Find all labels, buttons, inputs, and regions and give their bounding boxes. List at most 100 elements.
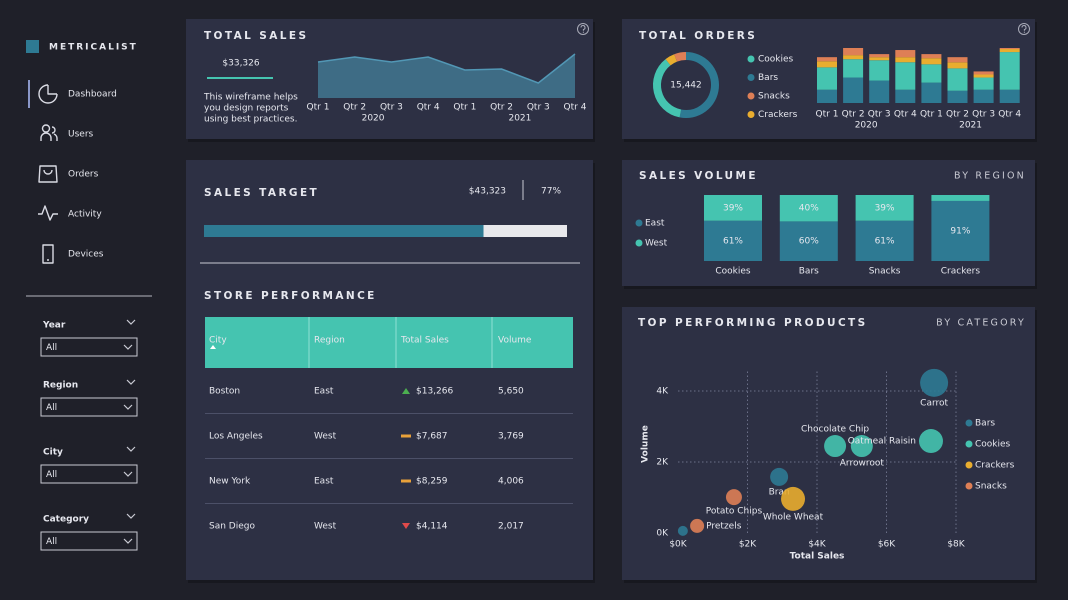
help-icon[interactable]: [577, 23, 589, 35]
filter-dropdown[interactable]: [40, 397, 138, 417]
card-title: STORE PERFORMANCE: [204, 290, 377, 302]
bubble: [850, 435, 873, 458]
filter-dropdown[interactable]: [40, 464, 138, 484]
bar-segment: [843, 48, 864, 56]
bar-segment: [779, 195, 838, 222]
data-label: 40%: [799, 204, 819, 214]
bar-segment: [855, 195, 914, 221]
filter-dropdown[interactable]: [40, 531, 138, 551]
legend-swatch: [635, 239, 643, 247]
point-label: Oatmeal Raisin: [848, 437, 916, 447]
target-amount: $43,323: [469, 187, 506, 197]
card-description: This wireframe helps: [203, 93, 298, 103]
nav-icon[interactable]: [40, 124, 58, 141]
column-header[interactable]: Region: [314, 336, 345, 346]
legend-swatch: [747, 55, 755, 63]
nav-item[interactable]: Dashboard: [68, 90, 117, 100]
brand-logo: [26, 40, 39, 53]
bubble: [690, 518, 705, 533]
x-tick-label: Qtr 4: [998, 110, 1021, 120]
column-header[interactable]: Total Sales: [400, 336, 449, 346]
bubble: [770, 467, 789, 486]
x-tick-label: Qtr 3: [527, 103, 550, 113]
x-tick-label: Qtr 1: [453, 103, 476, 113]
bar-segment: [921, 82, 942, 103]
x-tick-label: Qtr 2: [946, 110, 969, 120]
bubble: [920, 368, 949, 397]
column-header[interactable]: Volume: [498, 336, 532, 346]
bar-segment: [843, 77, 864, 103]
point-label: Chocolate Chip: [801, 425, 869, 435]
bar-segment: [921, 54, 942, 59]
nav-icon[interactable]: [38, 205, 58, 221]
x-group-label: 2021: [959, 121, 982, 131]
bar-segment: [704, 195, 762, 221]
table-cell: West: [314, 522, 337, 532]
bar-segment: [999, 48, 1020, 50]
legend-label: Cookies: [975, 440, 1011, 450]
y-tick-label: 4K: [656, 387, 669, 397]
filter-label: Region: [43, 381, 78, 391]
x-tick-label: $4K: [808, 540, 826, 550]
legend-label: East: [645, 219, 665, 229]
table-cell: Boston: [209, 387, 240, 397]
nav-item[interactable]: Users: [68, 130, 94, 140]
bar-segment: [931, 200, 990, 261]
filter-collapse[interactable]: [126, 446, 136, 452]
filter-collapse[interactable]: [126, 319, 136, 325]
bar-segment: [895, 57, 916, 63]
y-tick-label: 2K: [656, 458, 669, 468]
x-tick-label: Crackers: [941, 267, 981, 277]
nav-icon[interactable]: [38, 84, 58, 104]
legend-swatch: [965, 461, 973, 469]
filter-value: All: [46, 403, 57, 413]
help-dot: [1023, 31, 1025, 33]
filter-collapse[interactable]: [126, 513, 136, 519]
x-tick-label: Bars: [799, 267, 819, 277]
table-cell: New York: [209, 477, 251, 487]
bar-segment: [973, 71, 994, 75]
table-cell: East: [314, 387, 334, 397]
legend-label: Crackers: [758, 110, 798, 120]
bar-segment: [921, 64, 942, 83]
bubble: [918, 429, 943, 454]
dropdown-arrow: [123, 404, 133, 410]
donut-total: 15,442: [670, 81, 702, 91]
nav-item[interactable]: Activity: [68, 210, 102, 220]
table-cell: 2,017: [498, 522, 524, 532]
bar-segment: [931, 195, 990, 201]
bubble: [824, 435, 847, 458]
sort-indicator: [210, 345, 216, 349]
bubble: [725, 489, 742, 506]
brand-name: METRICALIST: [49, 43, 138, 53]
column-header[interactable]: City: [209, 336, 227, 346]
filter-collapse[interactable]: [126, 379, 136, 385]
bar-segment: [817, 67, 837, 90]
nav-icon[interactable]: [38, 165, 58, 183]
nav-item[interactable]: Orders: [68, 170, 99, 180]
legend-label: Crackers: [975, 461, 1015, 471]
x-tick-label: $2K: [739, 540, 757, 550]
trend-flat: [401, 479, 411, 483]
card-title: SALES VOLUME: [639, 170, 758, 182]
table-cell: $7,687: [416, 432, 448, 442]
point-label: Whole Wheat: [763, 512, 824, 522]
data-label: 61%: [723, 236, 743, 246]
x-tick-label: Qtr 2: [343, 103, 366, 113]
help-glyph: [580, 25, 586, 31]
legend-label: Cookies: [758, 55, 794, 65]
table-cell: 4,006: [498, 477, 524, 487]
card-title: TOTAL SALES: [204, 30, 308, 42]
filter-dropdown[interactable]: [40, 337, 138, 357]
nav-icon[interactable]: [42, 244, 54, 264]
nav-item[interactable]: Devices: [68, 250, 104, 260]
bar-segment: [921, 58, 942, 65]
bar-segment: [843, 55, 864, 60]
bar-segment: [947, 90, 968, 103]
help-glyph: [1021, 25, 1027, 31]
help-icon[interactable]: [1018, 23, 1030, 35]
point-label: Pretzels: [706, 521, 742, 531]
card-title: SALES TARGET: [204, 187, 319, 199]
area: [318, 54, 575, 98]
bar-segment: [999, 89, 1020, 103]
